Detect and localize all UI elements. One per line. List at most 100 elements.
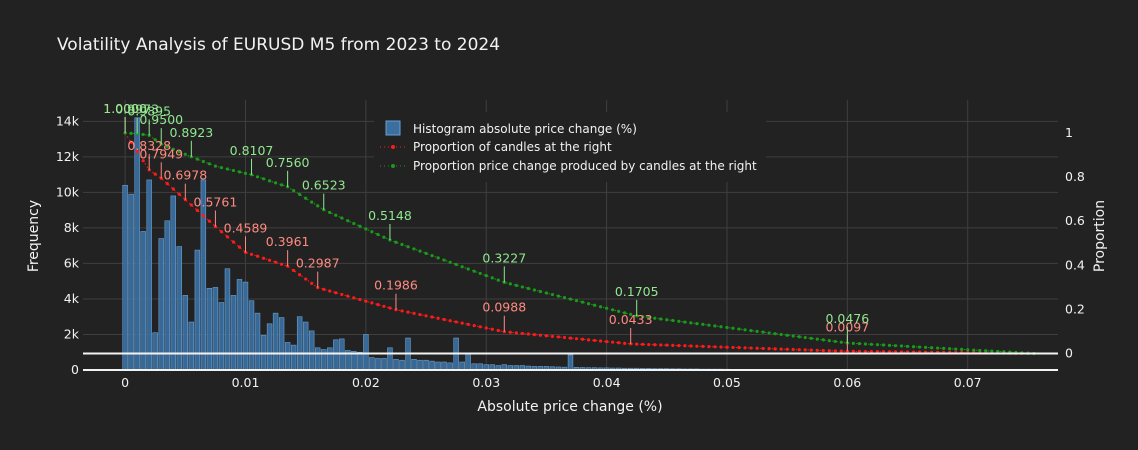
series-marker: [508, 282, 512, 286]
series-marker: [677, 343, 681, 348]
series-marker: [586, 302, 591, 306]
series-marker: [659, 343, 663, 347]
histogram-bar: [369, 357, 375, 371]
series-marker: [863, 342, 868, 346]
histogram-bar: [182, 295, 189, 371]
legend[interactable]: Histogram absolute price change (%) Prop…: [374, 112, 766, 182]
series-marker: [665, 343, 669, 347]
series-marker: [725, 345, 729, 349]
series-marker: [592, 338, 597, 343]
y2-tick-label: 0.2: [1065, 301, 1085, 316]
y-tick-label: 10k: [56, 184, 80, 199]
histogram-bar: [567, 354, 574, 371]
series-marker: [948, 347, 952, 351]
series-marker: [857, 342, 861, 346]
series-marker: [605, 306, 609, 310]
series-marker: [641, 315, 645, 319]
histogram-bar: [417, 359, 423, 371]
series-marker: [430, 254, 434, 258]
series-marker: [189, 203, 193, 207]
series-marker: [442, 317, 446, 322]
series-marker: [755, 329, 759, 333]
series-marker: [695, 344, 699, 348]
series-marker: [514, 331, 518, 335]
y2-tick-label: 0.8: [1065, 169, 1085, 184]
histogram-bar: [429, 360, 435, 371]
histogram-bar: [459, 361, 465, 371]
series-marker: [833, 339, 837, 344]
annotation-label: 0.5148: [368, 208, 412, 223]
y-tick-label: 0: [71, 362, 79, 377]
series-marker: [352, 296, 356, 300]
series-marker: [352, 221, 356, 226]
series-marker: [472, 269, 476, 273]
series-marker: [785, 347, 789, 351]
series-marker: [454, 262, 458, 267]
series-marker: [514, 283, 518, 287]
series-marker: [611, 340, 615, 344]
annotation-label: 1.0000: [103, 101, 147, 116]
annotation-label: 0.6978: [163, 168, 207, 183]
histogram-bar: [465, 352, 471, 371]
series-marker: [490, 327, 494, 331]
series-marker: [893, 344, 898, 348]
series-marker: [231, 168, 236, 173]
series-marker: [484, 326, 488, 330]
series-marker: [129, 131, 133, 135]
series-marker: [225, 167, 230, 171]
annotation-label: 0.3961: [266, 234, 310, 249]
series-marker: [713, 345, 717, 349]
legend-red-label[interactable]: Proportion of candles at the right: [413, 140, 612, 154]
series-marker: [881, 343, 886, 347]
series-marker: [719, 345, 723, 349]
annotation-label: 0.0476: [825, 311, 869, 326]
y2-tick-label: 1: [1065, 125, 1073, 140]
series-marker: [839, 349, 843, 353]
series-marker: [177, 150, 181, 154]
series-marker: [153, 172, 157, 176]
y-tick-label: 4k: [64, 291, 80, 306]
histogram-bar: [387, 347, 393, 371]
series-marker: [261, 256, 266, 260]
series-marker: [201, 159, 205, 164]
series-marker: [550, 292, 555, 297]
series-marker: [821, 348, 825, 353]
series-marker: [346, 219, 350, 223]
series-marker: [472, 323, 476, 328]
histogram-bar: [164, 220, 170, 371]
series-marker: [815, 337, 819, 341]
histogram-bar: [176, 246, 183, 371]
series-marker: [917, 345, 922, 349]
series-marker: [532, 288, 536, 292]
series-marker: [135, 149, 139, 154]
series-marker: [972, 348, 976, 352]
annotation-label: 1.0000: [103, 101, 147, 116]
series-marker: [424, 251, 428, 255]
series-marker: [496, 328, 500, 333]
legend-histogram-label[interactable]: Histogram absolute price change (%): [413, 122, 637, 136]
series-marker: [923, 345, 928, 349]
series-marker: [803, 335, 807, 340]
series-marker: [562, 295, 567, 300]
series-marker: [635, 342, 639, 346]
series-marker: [647, 315, 651, 320]
series-marker: [887, 343, 892, 347]
series-marker: [641, 342, 645, 346]
series-marker: [219, 230, 224, 234]
series-marker: [364, 299, 368, 303]
series-marker: [623, 311, 627, 315]
series-marker: [292, 189, 296, 193]
series-marker: [267, 258, 272, 262]
series-marker: [815, 348, 819, 352]
series-marker: [183, 152, 187, 156]
series-marker: [364, 227, 368, 231]
series-marker: [617, 341, 621, 345]
series-marker: [617, 309, 621, 313]
series-marker: [280, 262, 284, 266]
series-marker: [598, 339, 603, 343]
series-marker: [737, 327, 741, 331]
series-marker: [261, 177, 266, 181]
legend-green-label[interactable]: Proportion price change produced by cand…: [413, 159, 757, 173]
histogram-bar: [230, 295, 237, 371]
annotation-label: 0.1705: [615, 284, 659, 299]
